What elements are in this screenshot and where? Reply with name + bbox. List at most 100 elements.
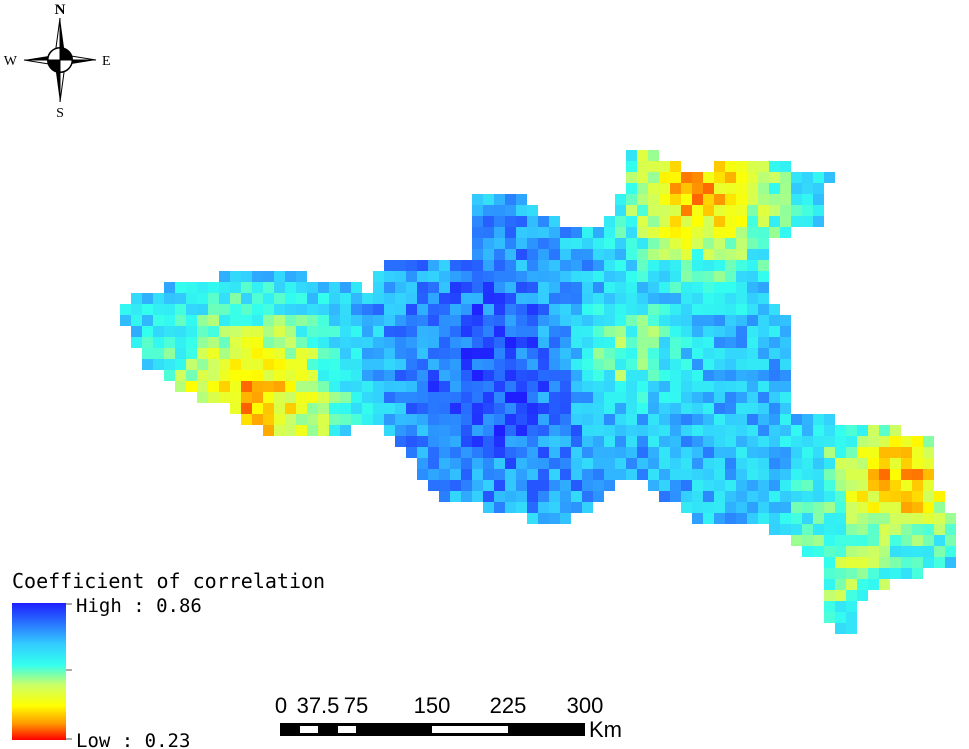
raster-cell — [538, 403, 549, 414]
raster-cell — [857, 491, 868, 502]
raster-cell — [725, 469, 736, 480]
raster-cell — [637, 447, 648, 458]
raster-cell — [318, 381, 329, 392]
raster-cell — [901, 480, 912, 491]
raster-cell — [296, 271, 307, 282]
raster-cell — [263, 304, 274, 315]
raster-cell — [285, 337, 296, 348]
raster-cell — [472, 491, 483, 502]
raster-cell — [648, 227, 659, 238]
raster-cell — [648, 381, 659, 392]
raster-cell — [901, 469, 912, 480]
raster-cell — [604, 337, 615, 348]
raster-cell — [681, 425, 692, 436]
raster-cell — [582, 238, 593, 249]
raster-cell — [934, 557, 945, 568]
raster-cell — [527, 216, 538, 227]
raster-cell — [307, 348, 318, 359]
raster-cell — [890, 480, 901, 491]
raster-cell — [329, 381, 340, 392]
raster-cell — [571, 370, 582, 381]
raster-cell — [516, 491, 527, 502]
raster-cell — [791, 513, 802, 524]
raster-cell — [747, 337, 758, 348]
raster-cell — [945, 535, 956, 546]
raster-cell — [681, 194, 692, 205]
raster-cell — [604, 381, 615, 392]
raster-cell — [747, 183, 758, 194]
raster-cell — [626, 227, 637, 238]
raster-cell — [274, 392, 285, 403]
raster-cell — [736, 194, 747, 205]
raster-cell — [736, 414, 747, 425]
raster-cell — [901, 447, 912, 458]
raster-cell — [846, 601, 857, 612]
raster-cell — [318, 348, 329, 359]
raster-cell — [615, 337, 626, 348]
raster-cell — [769, 447, 780, 458]
raster-cell — [362, 403, 373, 414]
raster-cell — [351, 282, 362, 293]
raster-cell — [681, 436, 692, 447]
raster-cell — [175, 370, 186, 381]
raster-cell — [340, 348, 351, 359]
raster-cell — [472, 458, 483, 469]
raster-cell — [340, 337, 351, 348]
raster-cell — [516, 425, 527, 436]
raster-cell — [681, 414, 692, 425]
raster-cell — [560, 348, 571, 359]
raster-cell — [637, 348, 648, 359]
raster-cell — [615, 227, 626, 238]
raster-cell — [208, 293, 219, 304]
raster-cell — [912, 458, 923, 469]
raster-cell — [494, 293, 505, 304]
raster-cell — [307, 293, 318, 304]
raster-cell — [549, 304, 560, 315]
raster-cell — [318, 370, 329, 381]
raster-cell — [472, 469, 483, 480]
raster-cell — [681, 502, 692, 513]
raster-cell — [692, 502, 703, 513]
raster-cell — [703, 447, 714, 458]
raster-cell — [692, 348, 703, 359]
raster-cell — [340, 370, 351, 381]
raster-cell — [593, 315, 604, 326]
raster-cell — [637, 469, 648, 480]
raster-cell — [692, 183, 703, 194]
raster-cell — [780, 425, 791, 436]
raster-cell — [923, 546, 934, 557]
raster-cell — [483, 271, 494, 282]
raster-cell — [791, 491, 802, 502]
raster-cell — [615, 469, 626, 480]
raster-cell — [164, 337, 175, 348]
raster-cell — [659, 249, 670, 260]
raster-cell — [461, 348, 472, 359]
raster-cell — [626, 469, 637, 480]
raster-cell — [472, 194, 483, 205]
raster-cell — [868, 491, 879, 502]
raster-cell — [714, 194, 725, 205]
raster-cell — [461, 480, 472, 491]
raster-cell — [780, 194, 791, 205]
raster-cell — [868, 447, 879, 458]
raster-cell — [802, 480, 813, 491]
raster-cell — [263, 392, 274, 403]
raster-cell — [263, 370, 274, 381]
raster-cell — [879, 502, 890, 513]
raster-cell — [142, 348, 153, 359]
raster-cell — [692, 381, 703, 392]
raster-cell — [846, 546, 857, 557]
raster-cell — [934, 491, 945, 502]
raster-cell — [813, 502, 824, 513]
raster-cell — [879, 447, 890, 458]
raster-cell — [274, 326, 285, 337]
raster-cell — [582, 260, 593, 271]
raster-cell — [450, 480, 461, 491]
raster-cell — [747, 249, 758, 260]
raster-cell — [659, 326, 670, 337]
raster-cell — [703, 271, 714, 282]
raster-cell — [934, 535, 945, 546]
raster-cell — [758, 480, 769, 491]
raster-cell — [813, 414, 824, 425]
raster-cell — [527, 337, 538, 348]
